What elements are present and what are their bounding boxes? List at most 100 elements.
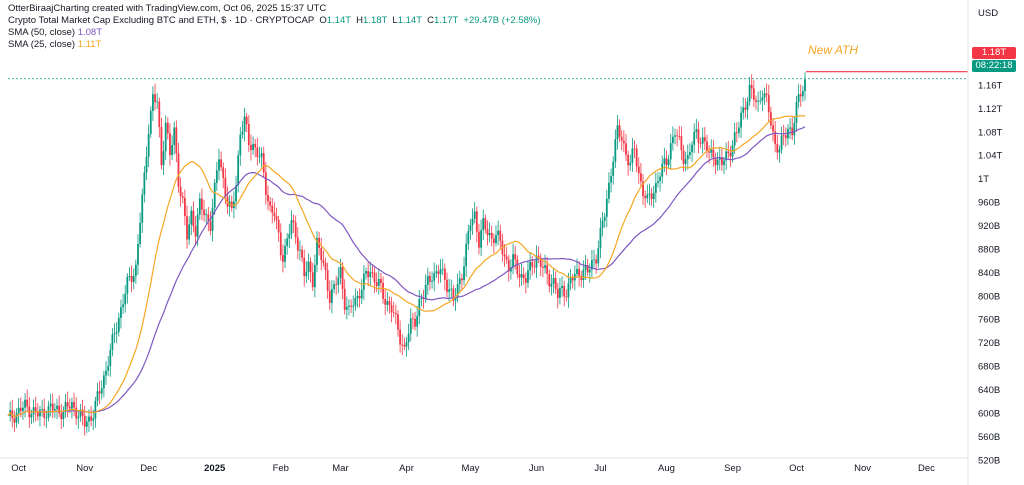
candle <box>529 251 531 280</box>
candle <box>139 212 142 248</box>
candle <box>650 187 653 206</box>
candle <box>209 210 212 236</box>
candle <box>262 146 265 178</box>
candle <box>390 297 393 323</box>
candle <box>512 243 514 275</box>
candle-body <box>207 214 210 222</box>
candle-body <box>441 268 444 270</box>
candle-body <box>301 249 303 258</box>
candle <box>678 125 681 140</box>
candle <box>492 233 495 254</box>
candle-body <box>580 275 583 281</box>
candle <box>311 262 314 291</box>
candle-body <box>657 181 659 184</box>
candle <box>605 189 608 228</box>
candle-body <box>384 299 387 305</box>
y-tick-label: 760B <box>978 315 1000 326</box>
candle <box>282 244 284 273</box>
candle-body <box>375 282 378 286</box>
candle-body <box>618 125 621 137</box>
candle <box>154 83 156 111</box>
candle-body <box>328 290 331 303</box>
candle <box>264 162 267 205</box>
candle-body <box>350 305 352 307</box>
candle-body <box>454 296 457 301</box>
candle <box>239 127 242 166</box>
sma25-line <box>7 115 806 418</box>
candle-body <box>51 403 54 411</box>
candle-body <box>39 409 41 417</box>
candle-body <box>392 312 395 314</box>
candle <box>671 126 674 151</box>
candle <box>759 90 762 105</box>
candle <box>608 172 610 204</box>
candle-body <box>256 147 259 157</box>
candle-body <box>128 275 131 277</box>
candle <box>190 206 193 236</box>
candle-body <box>697 129 700 143</box>
candle-body <box>627 154 630 166</box>
candle-body <box>277 219 280 233</box>
candle-body <box>107 366 110 371</box>
candle <box>247 115 250 152</box>
candle-body <box>544 265 546 268</box>
candle <box>752 80 755 107</box>
candle-body <box>799 94 802 97</box>
candle <box>96 382 99 407</box>
candle-body <box>488 233 491 236</box>
candle <box>290 210 293 239</box>
candle <box>145 146 148 181</box>
candle <box>130 265 133 293</box>
candle-body <box>674 135 676 137</box>
candle <box>633 140 636 158</box>
candle-body <box>497 230 500 236</box>
candle <box>284 238 286 268</box>
candle <box>164 115 167 160</box>
candle-body <box>503 254 506 257</box>
candle-body <box>729 153 732 157</box>
x-tick-label: Dec <box>918 463 935 474</box>
candle <box>471 208 474 235</box>
candle-body <box>765 93 768 95</box>
chart-attribution: OtterBiraajCharting created with Trading… <box>8 3 327 14</box>
candle <box>663 147 666 172</box>
x-tick-label: Aug <box>658 463 675 474</box>
candle <box>527 260 529 288</box>
candle-body <box>198 198 201 215</box>
candle <box>782 124 785 146</box>
candle-body <box>243 116 246 132</box>
candle-body <box>518 274 521 278</box>
candle <box>77 409 80 429</box>
symbol-title[interactable]: Crypto Total Market Cap Excluding BTC an… <box>8 15 315 26</box>
candle-body <box>335 284 338 285</box>
candle <box>718 146 721 171</box>
currency-label[interactable]: USD <box>978 8 999 19</box>
candle <box>88 409 90 433</box>
candle <box>186 205 188 249</box>
candle <box>556 282 559 309</box>
candle <box>637 157 640 184</box>
candle <box>548 269 551 293</box>
candle-body <box>365 271 367 274</box>
candle <box>452 284 455 307</box>
candle <box>507 255 510 282</box>
candle <box>738 121 740 138</box>
candle <box>740 106 742 139</box>
candle-body <box>533 266 536 268</box>
candle-body <box>24 399 26 408</box>
candle-body <box>388 301 391 306</box>
candle <box>386 291 389 312</box>
candle-body <box>399 329 402 345</box>
candle-body <box>292 220 295 223</box>
candle <box>267 185 269 211</box>
candle-body <box>49 403 52 407</box>
candle-body <box>22 407 24 412</box>
sma50-legend[interactable]: SMA (50, close) 1.08T <box>8 27 102 39</box>
candle <box>126 273 129 304</box>
candle-body <box>352 305 355 307</box>
sma25-legend[interactable]: SMA (25, close) 1.11T <box>8 39 101 51</box>
candle-body <box>450 288 453 290</box>
candle-body <box>188 224 191 240</box>
ohlc-high-label: H <box>356 15 364 26</box>
